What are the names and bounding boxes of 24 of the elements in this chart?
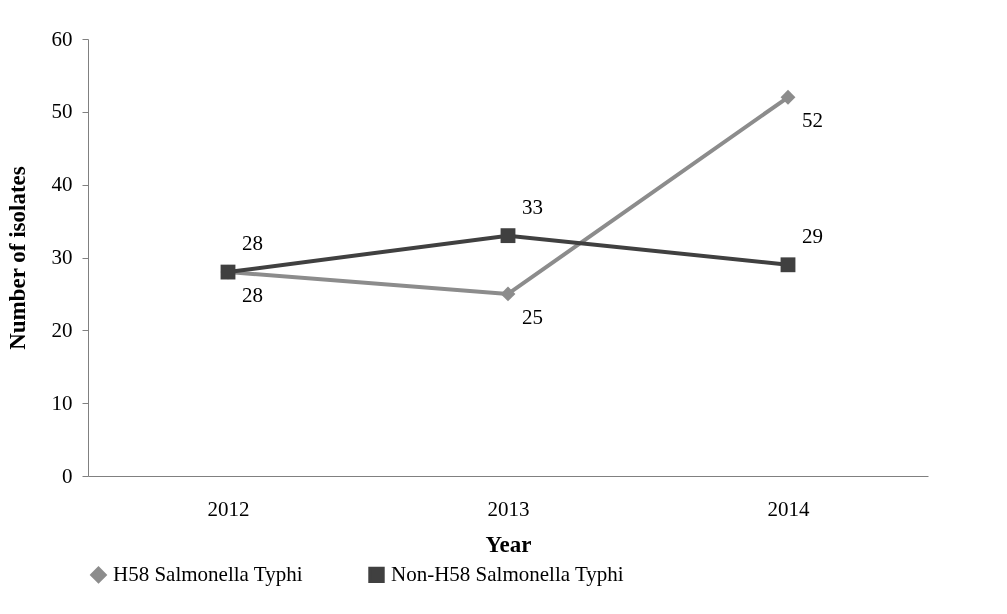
y-tick-label: 0 [62,463,73,488]
data-label: 52 [802,108,823,133]
y-tick-label: 30 [51,245,73,269]
data-label: 33 [522,194,543,219]
y-tick-label: 40 [51,172,73,197]
y-tick-label: 20 [51,317,73,342]
legend-label: Non-H58 Salmonella Typhi [391,561,624,586]
x-tick-label: 2013 [487,496,530,521]
point [780,89,796,105]
x-tick-label: 2012 [207,496,250,521]
x-tick-label: 2014 [767,496,810,521]
x-axis-title: Year [485,531,532,557]
data-label: 29 [802,223,823,248]
y-tick-label: 60 [51,26,73,51]
y-tick-label: 10 [51,390,73,415]
data-label: 28 [242,231,263,256]
point [780,257,796,273]
y-axis-title: Number of isolates [4,166,30,350]
legend-label: H58 Salmonella Typhi [113,561,303,586]
data-label: 25 [522,304,543,329]
y-tick-label: 50 [51,99,73,124]
data-label: 28 [242,283,263,308]
point [500,286,516,302]
point [500,228,516,244]
